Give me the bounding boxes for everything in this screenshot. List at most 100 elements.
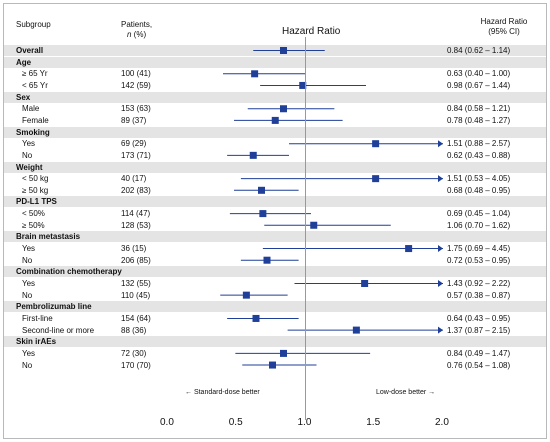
row-patients: 170 (70): [121, 360, 151, 370]
row-patients: 206 (85): [121, 255, 151, 265]
group-label: Smoking: [16, 127, 50, 137]
group-label: Overall: [16, 46, 44, 55]
ci-arrow: [438, 280, 443, 287]
row-ci-text: 0.84 (0.62 – 1.14): [447, 46, 511, 55]
group-band: [4, 336, 546, 348]
group-label: Pembrolizumab line: [16, 302, 92, 312]
hr-marker: [252, 314, 260, 322]
ci-arrow: [438, 140, 443, 148]
group-band: [4, 91, 546, 103]
row-label: First-line: [22, 313, 53, 323]
row-ci-text: 0.78 (0.48 – 1.27): [447, 115, 511, 125]
row-label: No: [22, 150, 33, 160]
patients-header-line1: Patients,: [121, 20, 153, 29]
row-label: Female: [22, 115, 49, 125]
hr-marker: [269, 361, 276, 369]
hr-marker: [280, 349, 287, 357]
hr-marker: [372, 175, 380, 183]
group-label: Age: [16, 57, 32, 67]
group-band: [4, 301, 546, 313]
ci-arrow: [438, 175, 443, 183]
x-tick-label: 0.0: [160, 417, 174, 428]
group-band: [4, 231, 546, 243]
x-tick-label: 2.0: [435, 417, 449, 428]
hr-marker: [271, 116, 279, 124]
row-ci-text: 0.57 (0.38 – 0.87): [447, 290, 511, 300]
x-tick-label: 1.0: [297, 417, 312, 428]
row-patients: 89 (37): [121, 115, 147, 125]
row-ci-text: 1.75 (0.69 – 4.45): [447, 244, 511, 254]
row-label: ≥ 50 kg: [22, 185, 49, 195]
hr-marker: [258, 186, 265, 194]
group-label: Brain metastasis: [16, 232, 81, 242]
patients-header: Patients, n (%): [121, 20, 152, 40]
hr-header-line1: Hazard Ratio: [480, 17, 528, 26]
row-patients: 154 (64): [121, 313, 151, 323]
row-patients: 40 (17): [121, 174, 147, 184]
hr-marker: [372, 140, 380, 148]
figure-frame: [3, 3, 547, 439]
row-patients: 110 (45): [121, 290, 151, 300]
row-ci-text: 1.51 (0.53 – 4.05): [447, 174, 511, 184]
patients-header-line2: n (%): [127, 30, 147, 39]
row-patients: 69 (29): [121, 139, 147, 149]
hr-marker: [310, 221, 318, 229]
hr-marker: [361, 280, 369, 287]
subgroup-header: Subgroup: [16, 20, 51, 29]
row-patients: 36 (15): [121, 244, 147, 254]
row-label: < 50 kg: [22, 174, 49, 184]
row-ci-text: 1.43 (0.92 – 2.22): [447, 279, 511, 288]
row-patients: 72 (30): [121, 348, 147, 358]
note-left: ← Standard-dose better: [185, 389, 260, 396]
x-tick-label: 0.5: [228, 417, 243, 428]
row-ci-text: 1.37 (0.87 – 2.15): [447, 325, 511, 335]
ci-arrow: [438, 245, 443, 253]
axis-title: Hazard Ratio: [282, 26, 341, 37]
row-ci-text: 0.68 (0.48 – 0.95): [447, 185, 511, 195]
group-band: [4, 126, 546, 138]
ci-arrow: [438, 326, 443, 334]
hr-marker: [405, 245, 413, 253]
group-band: [4, 56, 546, 68]
row-label: Yes: [22, 139, 36, 149]
row-ci-text: 0.72 (0.53 – 0.95): [447, 255, 511, 265]
group-label: Skin irAEs: [16, 337, 57, 347]
row-ci-text: 0.76 (0.54 – 1.08): [447, 360, 511, 370]
row-label: Male: [22, 104, 40, 114]
group-label: PD-L1 TPS: [16, 197, 57, 207]
row-label: No: [22, 255, 33, 265]
row-patients: 142 (59): [121, 80, 151, 90]
row-patients: 202 (83): [121, 185, 151, 195]
row-ci-text: 0.84 (0.58 – 1.21): [447, 104, 511, 114]
group-band: [4, 161, 546, 173]
note-right: Low-dose better →: [376, 389, 436, 396]
row-ci-text: 0.84 (0.49 – 1.47): [447, 348, 511, 358]
hr-marker: [249, 151, 257, 159]
hr-header: Hazard Ratio (95% CI): [472, 17, 536, 37]
group-label: Combination chemotherapy: [16, 267, 122, 277]
row-patients: 173 (71): [121, 150, 151, 160]
hr-marker: [242, 291, 250, 299]
row-patients: 100 (41): [121, 69, 151, 79]
row-label: Yes: [22, 279, 36, 288]
row-label: No: [22, 290, 33, 300]
group-band: [4, 266, 546, 278]
hr-marker: [299, 81, 307, 89]
row-label: No: [22, 360, 33, 370]
row-ci-text: 1.51 (0.88 – 2.57): [447, 139, 511, 149]
row-label: < 65 Yr: [22, 80, 48, 90]
row-ci-text: 0.69 (0.45 – 1.04): [447, 209, 511, 219]
hr-marker: [263, 256, 271, 264]
row-ci-text: 0.98 (0.67 – 1.44): [447, 80, 511, 90]
row-label: Yes: [22, 244, 36, 254]
row-label: < 50%: [22, 209, 45, 219]
row-label: Second-line or more: [22, 325, 95, 335]
group-label: Weight: [16, 162, 43, 172]
hr-marker: [251, 70, 259, 78]
hr-marker: [280, 47, 287, 54]
row-label: ≥ 65 Yr: [22, 69, 48, 79]
row-ci-text: 0.64 (0.43 – 0.95): [447, 313, 511, 323]
hr-marker: [259, 210, 267, 218]
row-label: Yes: [22, 348, 36, 358]
hr-header-line2: (95% CI): [488, 27, 520, 36]
